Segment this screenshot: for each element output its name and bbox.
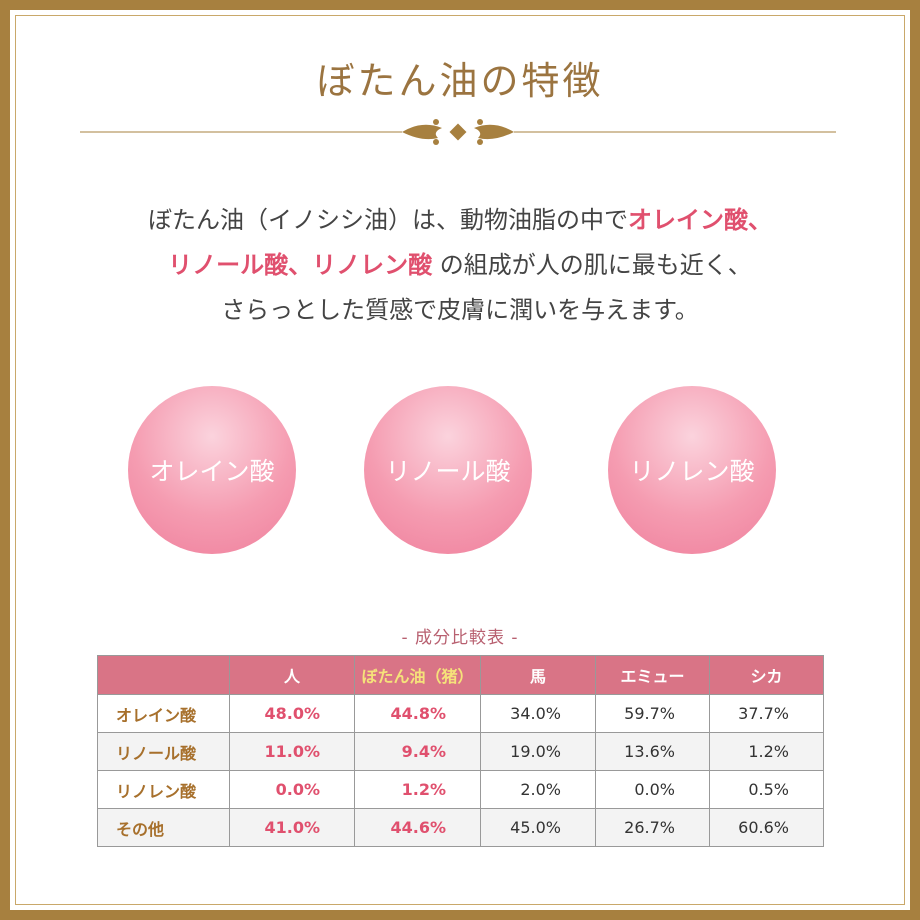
table-row: その他 41.0% 44.6% 45.0% 26.7% 60.6% — [97, 808, 824, 847]
cell: 37.7% — [709, 694, 824, 733]
table-row: オレイン酸 48.0% 44.8% 34.0% 59.7% 37.7% — [97, 694, 824, 733]
cell: 1.2% — [709, 732, 824, 771]
cell: 2.0% — [480, 770, 596, 809]
cell: 13.6% — [595, 732, 710, 771]
cell: 0.0% — [595, 770, 710, 809]
inner-frame — [15, 15, 905, 905]
table-row: リノレン酸 0.0% 1.2% 2.0% 0.0% 0.5% — [97, 770, 824, 809]
badge: リノレン酸 — [608, 386, 776, 554]
table-row: リノール酸 11.0% 9.4% 19.0% 13.6% 1.2% — [97, 732, 824, 771]
header-cell: エミュー — [595, 655, 710, 695]
badge: オレイン酸 — [128, 386, 296, 554]
ornament — [80, 119, 836, 145]
cell: 45.0% — [480, 808, 596, 847]
badge: リノール酸 — [364, 386, 532, 554]
header-cell: 馬 — [480, 655, 596, 695]
intro-line: ぼたん油（イノシシ油）は、動物油脂の中でオレイン酸、 — [0, 198, 920, 243]
cell: 60.6% — [709, 808, 824, 847]
cell: 41.0% — [229, 808, 355, 847]
intro-text: ぼたん油（イノシシ油）は、動物油脂の中で — [148, 206, 628, 234]
cell: 44.6% — [354, 808, 481, 847]
intro-line: さらっとした質感で皮膚に潤いを与えます。 — [0, 288, 920, 333]
cell: 1.2% — [354, 770, 481, 809]
title: ぼたん油の特徴 — [316, 59, 604, 103]
intro-line: リノール酸、リノレン酸 の組成が人の肌に最も近く、 — [0, 243, 920, 288]
cell: 44.8% — [354, 694, 481, 733]
header-cell: シカ — [709, 655, 824, 695]
row-label: リノレン酸 — [97, 770, 230, 809]
header-corner — [97, 655, 230, 695]
cell: 19.0% — [480, 732, 596, 771]
cell: 0.0% — [229, 770, 355, 809]
intro-text: オレイン酸、 — [628, 206, 772, 234]
cell: 26.7% — [595, 808, 710, 847]
intro-text: の組成が人の肌に最も近く、 — [432, 251, 752, 279]
row-label: オレイン酸 — [97, 694, 230, 733]
intro-text: リノール酸、リノレン酸 — [168, 251, 433, 279]
cell: 59.7% — [595, 694, 710, 733]
intro-text: さらっとした質感で皮膚に潤いを与えます。 — [221, 296, 699, 324]
table-caption: - 成分比較表 - — [401, 628, 519, 648]
row-label: リノール酸 — [97, 732, 230, 771]
cell: 34.0% — [480, 694, 596, 733]
comparison-table: 人ぼたん油（猪）馬エミュー シカ オレイン酸 48.0% 44.8% 34.0% 59.7%… — [97, 655, 824, 847]
cell: 9.4% — [354, 732, 481, 771]
header-cell: 人 — [229, 655, 355, 695]
cell: 0.5% — [709, 770, 824, 809]
cell: 48.0% — [229, 694, 355, 733]
cell: 11.0% — [229, 732, 355, 771]
header-cell: ぼたん油（猪） — [354, 655, 481, 695]
row-label: その他 — [97, 808, 230, 847]
intro: ぼたん油（イノシシ油）は、動物油脂の中でオレイン酸、 リノール酸、リノレン酸 の組… — [0, 198, 920, 333]
